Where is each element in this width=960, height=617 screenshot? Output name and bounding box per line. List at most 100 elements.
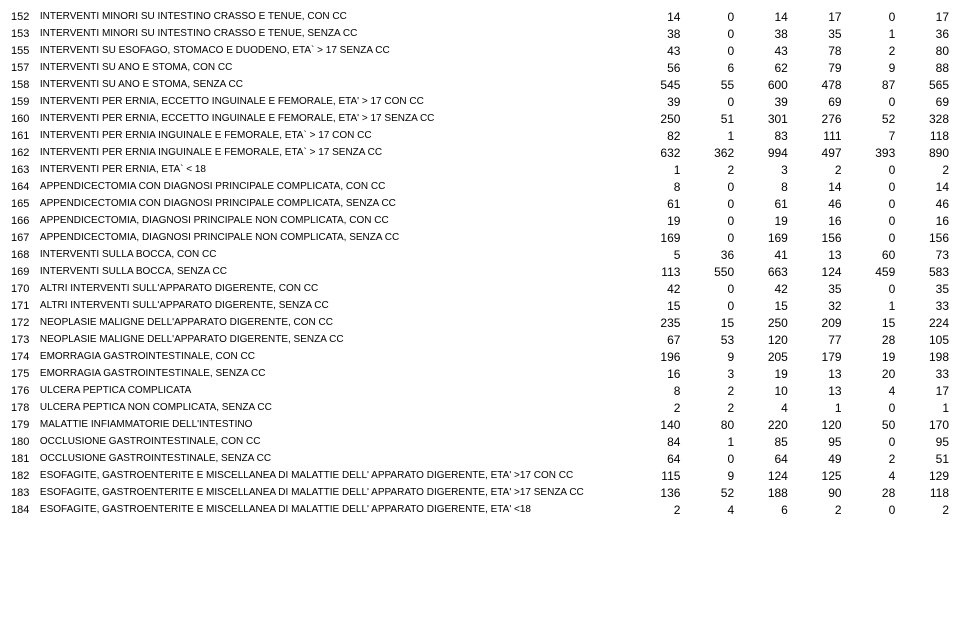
row-value: 4 xyxy=(845,382,899,399)
row-value: 62 xyxy=(737,59,791,76)
row-value: 120 xyxy=(791,416,845,433)
row-value: 2 xyxy=(683,161,737,178)
table-row: 161INTERVENTI PER ERNIA INGUINALE E FEMO… xyxy=(8,127,952,144)
row-value: 250 xyxy=(630,110,684,127)
row-value: 49 xyxy=(791,450,845,467)
row-value: 550 xyxy=(683,263,737,280)
row-value: 2 xyxy=(791,161,845,178)
row-code: 155 xyxy=(8,42,37,59)
row-value: 6 xyxy=(683,59,737,76)
row-value: 17 xyxy=(791,8,845,25)
row-value: 64 xyxy=(630,450,684,467)
row-value: 276 xyxy=(791,110,845,127)
row-value: 69 xyxy=(898,93,952,110)
row-value: 2 xyxy=(845,42,899,59)
row-description: INTERVENTI PER ERNIA INGUINALE E FEMORAL… xyxy=(37,127,630,144)
row-value: 205 xyxy=(737,348,791,365)
row-code: 164 xyxy=(8,178,37,195)
table-row: 182ESOFAGITE, GASTROENTERITE E MISCELLAN… xyxy=(8,467,952,484)
row-value: 301 xyxy=(737,110,791,127)
row-value: 19 xyxy=(737,212,791,229)
table-row: 164APPENDICECTOMIA CON DIAGNOSI PRINCIPA… xyxy=(8,178,952,195)
row-value: 84 xyxy=(630,433,684,450)
row-value: 209 xyxy=(791,314,845,331)
row-value: 77 xyxy=(791,331,845,348)
row-value: 15 xyxy=(683,314,737,331)
row-value: 459 xyxy=(845,263,899,280)
row-description: INTERVENTI PER ERNIA, ECCETTO INGUINALE … xyxy=(37,110,630,127)
row-description: INTERVENTI MINORI SU INTESTINO CRASSO E … xyxy=(37,25,630,42)
row-value: 0 xyxy=(845,399,899,416)
row-value: 565 xyxy=(898,76,952,93)
row-value: 118 xyxy=(898,127,952,144)
row-value: 14 xyxy=(898,178,952,195)
row-value: 16 xyxy=(791,212,845,229)
row-value: 80 xyxy=(898,42,952,59)
row-value: 14 xyxy=(791,178,845,195)
row-value: 33 xyxy=(898,365,952,382)
row-value: 38 xyxy=(737,25,791,42)
row-value: 328 xyxy=(898,110,952,127)
row-value: 632 xyxy=(630,144,684,161)
row-value: 39 xyxy=(737,93,791,110)
row-value: 156 xyxy=(791,229,845,246)
row-value: 235 xyxy=(630,314,684,331)
row-value: 2 xyxy=(845,450,899,467)
row-value: 0 xyxy=(845,433,899,450)
row-code: 169 xyxy=(8,263,37,280)
row-value: 90 xyxy=(791,484,845,501)
row-code: 173 xyxy=(8,331,37,348)
row-value: 13 xyxy=(791,365,845,382)
row-value: 1 xyxy=(630,161,684,178)
table-row: 169INTERVENTI SULLA BOCCA, SENZA CC11355… xyxy=(8,263,952,280)
row-value: 0 xyxy=(845,93,899,110)
row-code: 184 xyxy=(8,501,37,518)
row-value: 129 xyxy=(898,467,952,484)
row-value: 890 xyxy=(898,144,952,161)
row-value: 169 xyxy=(630,229,684,246)
row-value: 42 xyxy=(737,280,791,297)
row-value: 20 xyxy=(845,365,899,382)
row-description: OCCLUSIONE GASTROINTESTINALE, SENZA CC xyxy=(37,450,630,467)
row-description: INTERVENTI MINORI SU INTESTINO CRASSO E … xyxy=(37,8,630,25)
row-value: 170 xyxy=(898,416,952,433)
table-row: 168INTERVENTI SULLA BOCCA, CON CC5364113… xyxy=(8,246,952,263)
row-value: 0 xyxy=(845,501,899,518)
table-row: 158INTERVENTI SU ANO E STOMA, SENZA CC54… xyxy=(8,76,952,93)
row-code: 152 xyxy=(8,8,37,25)
row-value: 0 xyxy=(845,280,899,297)
row-description: EMORRAGIA GASTROINTESTINALE, SENZA CC xyxy=(37,365,630,382)
table-row: 167APPENDICECTOMIA, DIAGNOSI PRINCIPALE … xyxy=(8,229,952,246)
row-value: 36 xyxy=(898,25,952,42)
row-code: 181 xyxy=(8,450,37,467)
row-code: 162 xyxy=(8,144,37,161)
row-code: 174 xyxy=(8,348,37,365)
row-value: 169 xyxy=(737,229,791,246)
row-code: 161 xyxy=(8,127,37,144)
row-value: 43 xyxy=(630,42,684,59)
row-value: 6 xyxy=(737,501,791,518)
row-value: 39 xyxy=(630,93,684,110)
row-description: ALTRI INTERVENTI SULL'APPARATO DIGERENTE… xyxy=(37,297,630,314)
row-value: 224 xyxy=(898,314,952,331)
table-row: 153INTERVENTI MINORI SU INTESTINO CRASSO… xyxy=(8,25,952,42)
row-value: 0 xyxy=(683,93,737,110)
table-row: 173NEOPLASIE MALIGNE DELL'APPARATO DIGER… xyxy=(8,331,952,348)
row-value: 188 xyxy=(737,484,791,501)
row-value: 15 xyxy=(845,314,899,331)
row-value: 2 xyxy=(791,501,845,518)
row-description: INTERVENTI PER ERNIA INGUINALE E FEMORAL… xyxy=(37,144,630,161)
row-value: 8 xyxy=(630,178,684,195)
row-value: 88 xyxy=(898,59,952,76)
row-value: 0 xyxy=(683,280,737,297)
table-row: 179MALATTIE INFIAMMATORIE DELL'INTESTINO… xyxy=(8,416,952,433)
row-value: 8 xyxy=(630,382,684,399)
row-value: 250 xyxy=(737,314,791,331)
row-code: 182 xyxy=(8,467,37,484)
row-value: 0 xyxy=(845,161,899,178)
row-value: 0 xyxy=(845,8,899,25)
row-code: 175 xyxy=(8,365,37,382)
row-code: 168 xyxy=(8,246,37,263)
row-value: 79 xyxy=(791,59,845,76)
table-row: 162INTERVENTI PER ERNIA INGUINALE E FEMO… xyxy=(8,144,952,161)
